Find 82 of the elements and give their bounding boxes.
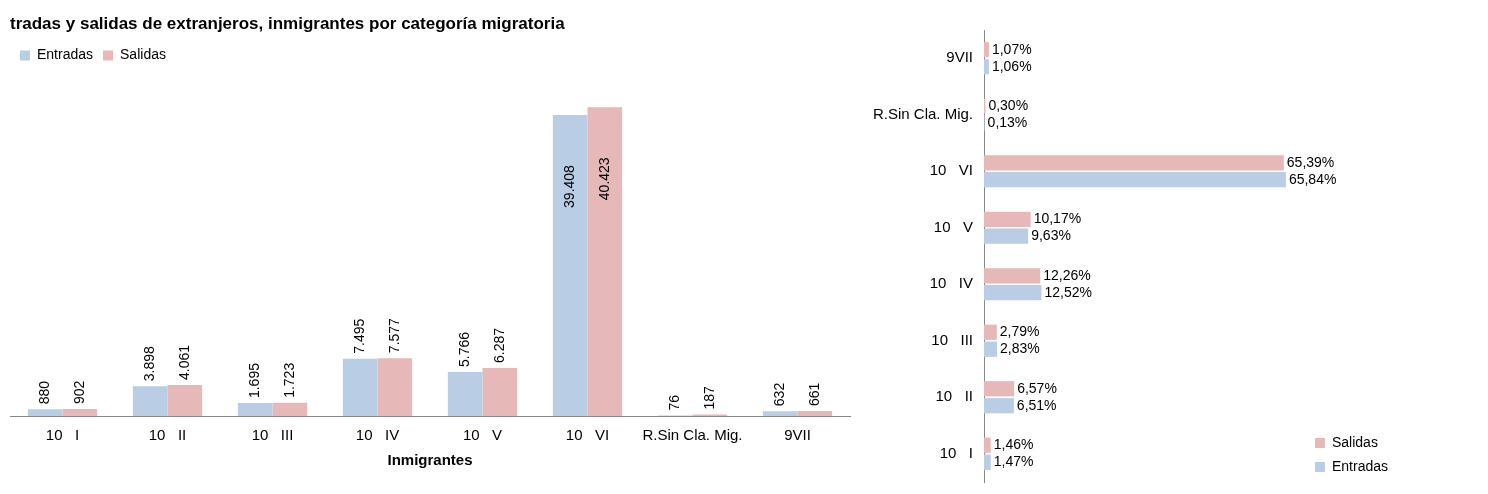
data-label: 6,57% [1017, 379, 1057, 396]
data-label: 65,84% [1288, 170, 1337, 187]
y-tick-label: 10 II [935, 387, 974, 405]
data-label: 6,51% [1016, 396, 1057, 413]
legend-label: Salidas [120, 46, 166, 63]
bar [762, 411, 798, 416]
bar [984, 454, 991, 470]
bar [482, 368, 518, 416]
x-tick-label: 10 II [148, 426, 187, 444]
x-axis-title: Inmigrantes [387, 451, 473, 469]
x-tick-label: 10 IV [355, 426, 400, 444]
data-label: 2,79% [999, 323, 1040, 340]
data-label: 2,83% [1000, 340, 1040, 357]
data-label: 1,46% [993, 436, 1034, 453]
bar [797, 410, 833, 416]
bar [167, 384, 203, 416]
bar [984, 437, 991, 453]
bar [984, 155, 1284, 171]
bar [27, 409, 63, 416]
bar [984, 59, 989, 75]
data-label: 5.766 [456, 331, 473, 367]
bar [587, 107, 623, 416]
data-label: 9,63% [1031, 227, 1071, 244]
bar [984, 42, 989, 58]
bar [984, 268, 1041, 284]
data-label: 661 [805, 382, 822, 406]
bar [237, 403, 273, 416]
legend-label: Salidas [1331, 433, 1378, 450]
bar [132, 386, 168, 416]
x-tick-label: 10 I [45, 426, 80, 444]
data-label: 12,26% [1043, 266, 1091, 283]
legend-label: Entradas [37, 46, 94, 63]
data-label: 3.898 [141, 345, 158, 382]
x-tick-label: R.Sin Cla. Mig. [642, 426, 743, 444]
data-label: 902 [70, 380, 87, 405]
data-label: 1.723 [280, 362, 297, 398]
data-label: 0,13% [987, 114, 1028, 131]
x-tick-label: 9VII [784, 426, 811, 444]
data-label: 12,52% [1044, 283, 1092, 300]
bar [342, 358, 378, 416]
legend-label: Entradas [1331, 457, 1389, 474]
data-label: 40.423 [595, 157, 612, 201]
data-label: 1,47% [993, 453, 1034, 470]
bar [984, 341, 997, 357]
bar [552, 115, 588, 416]
bar [984, 324, 997, 340]
y-tick-label: 10 V [933, 217, 974, 235]
bar [272, 402, 308, 416]
x-tick-label: 10 VI [565, 426, 610, 444]
y-tick-label: 10 I [939, 443, 974, 461]
data-label: 1,06% [991, 57, 1032, 74]
bar [447, 371, 483, 416]
data-label: 39.408 [561, 164, 578, 208]
data-label: 1,07% [991, 40, 1032, 57]
data-label: 76 [666, 394, 683, 411]
data-label: 187 [700, 386, 717, 410]
data-label: 1.695 [246, 362, 263, 399]
y-tick-label: 10 VI [929, 161, 974, 179]
bar [62, 409, 98, 416]
bar [984, 381, 1015, 397]
y-tick-label: 10 IV [929, 274, 974, 292]
y-tick-label: R.Sin Cla. Mig. [873, 104, 974, 122]
bar [377, 358, 413, 416]
chart-title: tradas y salidas de extranjeros, inmigrantes por categoría migratoria [10, 13, 566, 33]
data-label: 10,17% [1033, 210, 1082, 227]
bar [984, 211, 1031, 227]
data-label: 632 [771, 382, 788, 407]
data-label: 7.495 [351, 318, 368, 354]
data-label: 880 [36, 380, 53, 405]
data-label: 7.577 [385, 317, 402, 354]
bar [984, 172, 1286, 188]
y-tick-label: 10 III [931, 330, 974, 348]
bar [984, 285, 1042, 301]
data-label: 65,39% [1286, 153, 1335, 170]
data-label: 4.061 [175, 344, 192, 380]
data-label: 0,30% [988, 97, 1029, 114]
x-tick-label: 10 III [251, 426, 294, 444]
x-tick-label: 10 V [462, 426, 503, 444]
bar [984, 228, 1029, 244]
data-label: 6.287 [490, 327, 507, 363]
y-tick-label: 9VII [946, 48, 974, 66]
bar [984, 398, 1014, 414]
